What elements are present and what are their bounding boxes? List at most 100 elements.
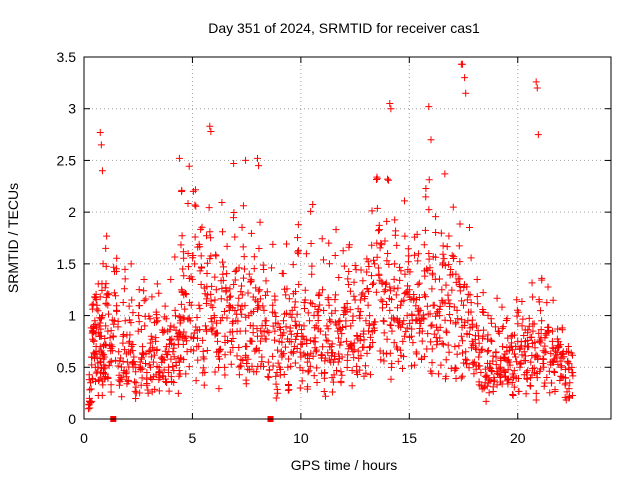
data-point bbox=[390, 275, 398, 283]
data-point bbox=[561, 381, 569, 389]
data-point bbox=[287, 338, 295, 346]
data-point bbox=[525, 314, 533, 322]
data-point bbox=[203, 259, 211, 267]
data-point bbox=[140, 275, 148, 283]
data-point bbox=[411, 361, 419, 369]
data-point bbox=[534, 354, 542, 362]
data-point bbox=[239, 202, 247, 210]
x-tick-label: 5 bbox=[189, 430, 197, 446]
data-point bbox=[451, 366, 459, 374]
data-point bbox=[119, 332, 127, 340]
data-point bbox=[286, 324, 294, 332]
data-point bbox=[138, 355, 146, 363]
y-tick-label: 0.5 bbox=[57, 359, 77, 375]
data-point bbox=[549, 327, 557, 335]
data-point bbox=[335, 318, 343, 326]
data-point bbox=[321, 392, 329, 400]
data-point bbox=[541, 342, 549, 350]
data-point bbox=[245, 366, 253, 374]
data-point bbox=[546, 389, 554, 397]
data-point bbox=[510, 331, 518, 339]
data-point bbox=[444, 341, 452, 349]
data-point bbox=[262, 335, 270, 343]
data-point bbox=[495, 329, 503, 337]
data-point bbox=[269, 301, 277, 309]
data-point bbox=[382, 301, 390, 308]
data-point bbox=[155, 376, 163, 384]
data-point bbox=[467, 254, 475, 262]
data-point bbox=[119, 339, 127, 347]
data-point bbox=[192, 202, 200, 210]
data-point bbox=[384, 176, 392, 184]
data-point-spike bbox=[230, 160, 238, 168]
data-point bbox=[135, 364, 143, 372]
data-point bbox=[468, 323, 476, 331]
data-point bbox=[360, 336, 368, 344]
data-point bbox=[180, 254, 188, 262]
data-point bbox=[305, 354, 313, 362]
data-point bbox=[308, 262, 316, 270]
data-point bbox=[120, 330, 128, 338]
data-point bbox=[219, 263, 227, 271]
data-point bbox=[383, 350, 391, 358]
data-point bbox=[394, 357, 402, 365]
data-point bbox=[396, 263, 404, 271]
data-point bbox=[388, 296, 396, 304]
data-point bbox=[259, 302, 267, 310]
data-point bbox=[452, 374, 460, 382]
data-point bbox=[103, 232, 111, 240]
data-point bbox=[548, 379, 556, 387]
data-point bbox=[197, 281, 205, 289]
data-point bbox=[500, 353, 508, 361]
data-point bbox=[92, 343, 100, 351]
data-point bbox=[240, 274, 248, 282]
data-point bbox=[208, 318, 216, 326]
data-point bbox=[482, 397, 490, 405]
data-point bbox=[279, 270, 287, 278]
data-point bbox=[349, 312, 357, 320]
data-point bbox=[524, 367, 532, 375]
data-point bbox=[231, 307, 239, 315]
data-point bbox=[207, 315, 215, 323]
data-point-spike bbox=[255, 162, 263, 170]
data-point bbox=[237, 288, 245, 296]
data-point bbox=[196, 243, 204, 251]
data-point-spike bbox=[425, 103, 433, 111]
data-point-spike bbox=[96, 129, 104, 137]
data-point bbox=[223, 270, 231, 278]
data-point bbox=[136, 358, 144, 366]
data-point bbox=[379, 349, 387, 357]
data-point bbox=[469, 359, 477, 367]
data-point bbox=[367, 272, 375, 280]
data-point bbox=[456, 275, 464, 283]
data-point bbox=[259, 261, 267, 269]
data-point bbox=[343, 364, 351, 372]
data-point bbox=[439, 250, 447, 258]
data-point bbox=[473, 292, 481, 300]
data-point bbox=[379, 317, 387, 325]
data-point bbox=[91, 363, 99, 371]
data-point bbox=[191, 186, 199, 194]
data-point bbox=[294, 247, 302, 255]
data-point bbox=[310, 372, 318, 380]
data-point bbox=[350, 339, 358, 347]
data-point bbox=[487, 336, 495, 344]
data-point bbox=[238, 291, 246, 299]
data-point bbox=[106, 342, 114, 350]
plot-border bbox=[83, 56, 612, 420]
data-point bbox=[335, 273, 343, 281]
data-point bbox=[263, 288, 271, 296]
data-point bbox=[540, 355, 548, 363]
data-point bbox=[256, 286, 264, 294]
data-point bbox=[166, 336, 174, 344]
data-point bbox=[334, 358, 342, 366]
data-point bbox=[499, 323, 507, 331]
data-point bbox=[506, 361, 514, 369]
data-point bbox=[481, 372, 489, 380]
data-point bbox=[497, 371, 505, 379]
data-point bbox=[366, 333, 374, 341]
data-point bbox=[452, 318, 460, 326]
data-point bbox=[117, 354, 125, 362]
data-point bbox=[268, 264, 276, 272]
data-point bbox=[237, 306, 245, 314]
